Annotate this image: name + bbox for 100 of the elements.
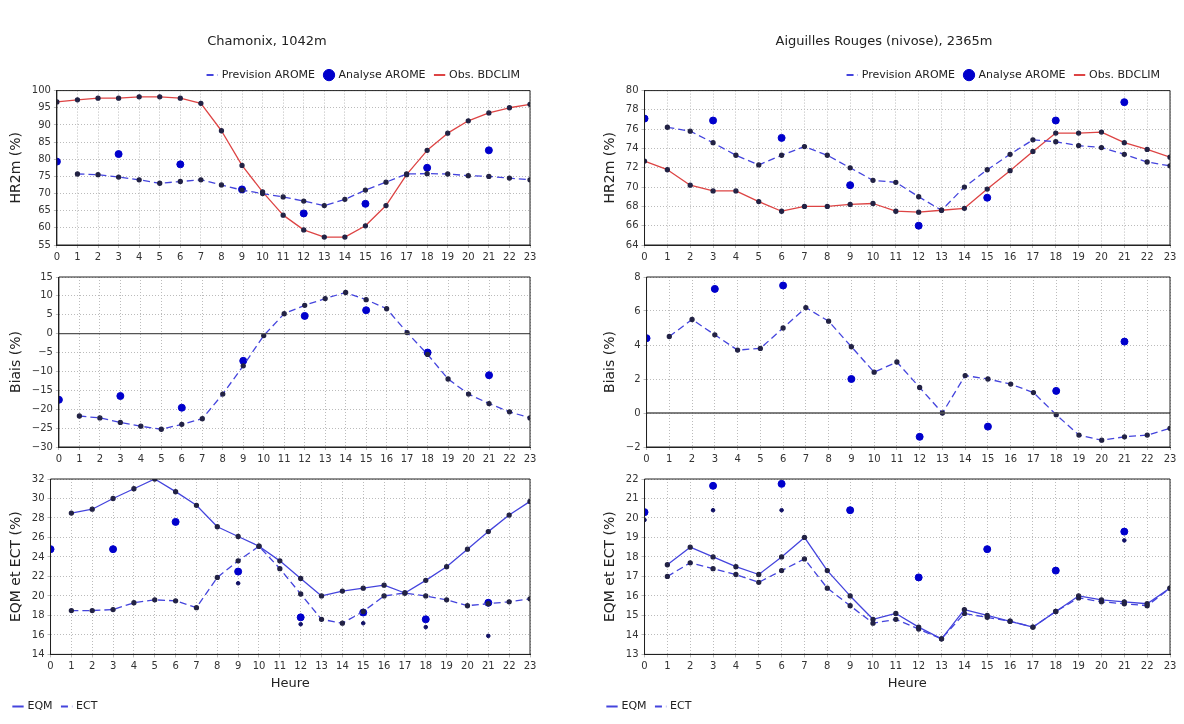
x-tick-label: 22	[1140, 250, 1154, 262]
x-tick-label: 3	[711, 452, 719, 464]
y-tick-label: 66	[625, 219, 639, 231]
x-tick-label: 21	[1117, 659, 1131, 671]
x-tick-label: 1	[664, 250, 671, 262]
x-tick-label: 4	[734, 452, 741, 464]
y-axis-title: Biais (%)	[601, 331, 618, 393]
x-tick-label: 19	[441, 250, 455, 262]
y-tick-label: 80	[625, 84, 639, 96]
x-tick-label: 12	[294, 659, 308, 671]
y-tick-label: 6	[634, 304, 641, 316]
x-tick-label: 17	[400, 452, 414, 464]
x-tick-label: 9	[238, 250, 246, 262]
y-tick-label: 5	[46, 308, 53, 320]
x-tick-label: 13	[936, 452, 949, 464]
x-tick-label: 22	[1140, 659, 1154, 671]
x-tick-label: 11	[889, 250, 903, 262]
y-tick-label: 70	[625, 180, 639, 192]
x-tick-label: 23	[523, 452, 537, 464]
x-tick-label: 15	[359, 250, 372, 262]
x-tick-label: 7	[197, 250, 205, 262]
legend-label: Prevision AROME	[221, 67, 316, 81]
y-tick-label: 64	[625, 238, 639, 250]
x-tick-label: 9	[848, 452, 855, 464]
x-tick-label: 1	[664, 659, 671, 671]
x-tick-label: 14	[339, 452, 353, 464]
x-tick-label: 3	[115, 250, 122, 262]
x-tick-label: 10	[866, 250, 880, 262]
legend-label: ECT	[76, 699, 98, 713]
y-axis-title: EQM et ECT (%)	[7, 511, 24, 623]
x-tick-label: 12	[912, 250, 926, 262]
x-tick-label: 21	[482, 452, 496, 464]
x-tick-label: 8	[824, 250, 831, 262]
x-tick-label: 17	[398, 659, 412, 671]
y-tick-label: 0	[46, 327, 53, 339]
y-tick-label: 28	[31, 511, 45, 523]
x-tick-label: 23	[1163, 250, 1177, 262]
x-axis-title: Heure	[270, 674, 310, 690]
y-tick-label: 90	[38, 118, 51, 130]
x-tick-label: 16	[1003, 250, 1017, 262]
x-tick-label: 19	[1072, 250, 1085, 262]
x-tick-label: 11	[889, 659, 903, 671]
x-tick-label: 18	[420, 250, 434, 262]
y-tick-label: 16	[625, 589, 639, 601]
y-tick-label: 72	[625, 161, 639, 173]
x-tick-label: 21	[1118, 452, 1131, 464]
y-tick-label: 22	[625, 472, 639, 484]
y-tick-label: 76	[625, 122, 639, 134]
y-tick-label: 14	[31, 647, 45, 659]
y-tick-label: 4	[634, 338, 641, 350]
y-tick-label: 80	[38, 152, 51, 164]
x-tick-label: 4	[732, 250, 740, 262]
x-tick-label: 12	[297, 250, 311, 262]
x-tick-label: 1	[76, 452, 83, 464]
y-tick-label: 17	[625, 570, 639, 582]
x-tick-label: 6	[172, 659, 179, 671]
x-tick-label: 9	[234, 659, 242, 671]
y-tick-label: 30	[31, 492, 45, 504]
x-tick-label: 15	[980, 659, 994, 671]
y-tick-label: 18	[625, 550, 639, 562]
x-tick-label: 11	[890, 452, 904, 464]
x-tick-label: 20	[1095, 659, 1108, 671]
x-tick-label: 16	[377, 659, 391, 671]
x-tick-label: 4	[137, 452, 145, 464]
y-tick-label: −20	[31, 402, 53, 414]
x-tick-label: 0	[643, 452, 650, 464]
x-tick-label: 20	[461, 250, 475, 262]
y-tick-label: −30	[31, 440, 53, 452]
x-tick-label: 14	[958, 659, 971, 671]
x-tick-label: 14	[958, 452, 972, 464]
x-tick-label: 20	[461, 659, 474, 671]
y-axis-title: EQM et ECT (%)	[601, 511, 618, 623]
x-tick-label: 13	[315, 659, 328, 671]
x-tick-label: 15	[359, 452, 373, 464]
x-tick-label: 19	[1072, 659, 1085, 671]
x-tick-label: 23	[523, 250, 537, 262]
x-tick-label: 10	[257, 452, 271, 464]
x-tick-label: 20	[1095, 250, 1108, 262]
x-tick-label: 20	[462, 452, 475, 464]
y-tick-label: 55	[38, 238, 51, 250]
x-tick-label: 22	[503, 250, 516, 262]
legend-label: EQM	[27, 699, 53, 713]
x-tick-label: 13	[935, 659, 948, 671]
x-tick-label: 16	[1004, 452, 1018, 464]
y-tick-label: 65	[38, 204, 51, 216]
y-tick-label: 22	[31, 570, 45, 582]
y-tick-label: −2	[625, 440, 641, 452]
x-tick-label: 6	[178, 452, 185, 464]
y-tick-label: 32	[31, 472, 45, 484]
x-tick-label: 3	[109, 659, 117, 671]
x-tick-label: 15	[981, 452, 995, 464]
chart-title: Chamonix, 1042m	[207, 33, 327, 49]
x-tick-label: 8	[219, 452, 226, 464]
x-tick-label: 22	[502, 659, 516, 671]
y-tick-label: 75	[38, 169, 51, 181]
x-tick-label: 4	[130, 659, 138, 671]
x-tick-label: 17	[1026, 659, 1040, 671]
x-tick-label: 1	[666, 452, 673, 464]
x-tick-label: 13	[935, 250, 948, 262]
x-tick-label: 15	[356, 659, 370, 671]
